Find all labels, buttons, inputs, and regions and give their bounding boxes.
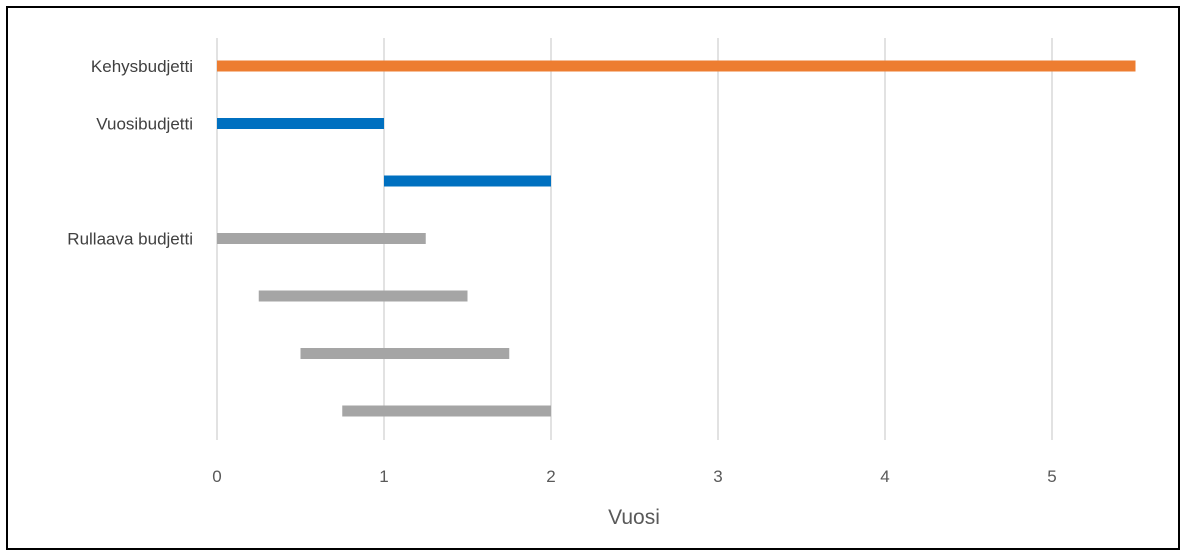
- row-labels: Kehysbudjetti Vuosibudjetti Rullaava budje…: [67, 57, 193, 249]
- x-tick-labels: 0 1 2 3 4 5: [212, 467, 1056, 486]
- bar-4: [258, 290, 468, 302]
- row-label-0: Kehysbudjetti: [91, 57, 193, 76]
- row-label-3: Rullaava budjetti: [67, 230, 193, 249]
- row-label-1: Vuosibudjetti: [96, 115, 193, 134]
- x-tick-label-3: 3: [713, 467, 722, 486]
- bar-6: [342, 405, 551, 417]
- x-tick-label-1: 1: [379, 467, 388, 486]
- bar-0: [217, 60, 1136, 72]
- x-tick-label-5: 5: [1047, 467, 1056, 486]
- x-tick-label-4: 4: [880, 467, 889, 486]
- bar-1: [217, 118, 384, 129]
- bar-5: [300, 348, 510, 359]
- x-tick-label-0: 0: [212, 467, 221, 486]
- gridlines: [216, 38, 1053, 440]
- chart-frame: [6, 6, 1180, 550]
- x-axis-label: Vuosi: [608, 506, 660, 529]
- bar-2: [384, 175, 551, 187]
- bars: [217, 60, 1136, 417]
- x-tick-label-2: 2: [546, 467, 555, 486]
- bar-3: [217, 233, 426, 244]
